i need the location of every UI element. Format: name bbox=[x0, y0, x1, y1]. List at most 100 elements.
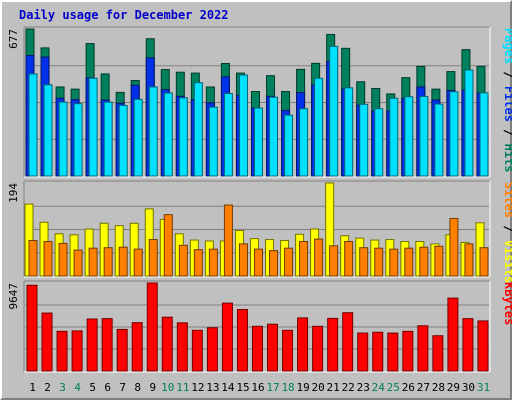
bar-sites-day-7 bbox=[118, 246, 128, 277]
bar-kbytes-day-2 bbox=[41, 312, 53, 372]
bar-sites-day-22 bbox=[344, 240, 354, 277]
bar-pages-day-26 bbox=[404, 96, 414, 177]
bar-kbytes-day-25 bbox=[387, 332, 399, 372]
bar-pages-day-2 bbox=[43, 84, 53, 177]
bar-sites-day-15 bbox=[238, 243, 248, 277]
bar-kbytes-day-5 bbox=[86, 318, 98, 372]
bar-pages-day-14 bbox=[223, 92, 233, 177]
bar-pages-day-11 bbox=[178, 97, 188, 177]
day-label-24: 24 bbox=[372, 381, 386, 394]
bar-kbytes-day-28 bbox=[432, 335, 444, 372]
chart-panels: 677 Pages / Files / Hits 194 Sites / Visits… bbox=[7, 26, 512, 373]
day-label-3: 3 bbox=[59, 381, 66, 394]
day-label-29: 29 bbox=[447, 381, 460, 394]
bar-kbytes-day-7 bbox=[116, 328, 128, 372]
side-legend-part: Visits bbox=[502, 240, 512, 283]
bar-sites-day-2 bbox=[43, 240, 53, 277]
bar-pages-day-13 bbox=[208, 106, 218, 177]
bar-pages-day-17 bbox=[269, 96, 279, 177]
bar-sites-day-6 bbox=[103, 247, 113, 277]
day-label-30: 30 bbox=[462, 381, 475, 394]
day-label-4: 4 bbox=[74, 381, 81, 394]
bar-pages-day-16 bbox=[253, 107, 263, 177]
bar-sites-day-12 bbox=[193, 249, 203, 277]
bar-pages-day-31 bbox=[479, 92, 489, 177]
bar-pages-day-21 bbox=[329, 45, 339, 177]
bar-sites-day-23 bbox=[359, 247, 369, 277]
bar-kbytes-day-17 bbox=[267, 323, 279, 372]
day-label-31: 31 bbox=[477, 381, 490, 394]
bar-sites-day-16 bbox=[253, 248, 263, 277]
side-legend-part: Files bbox=[502, 86, 512, 122]
side-legend-part: KBytes bbox=[502, 282, 512, 325]
day-label-12: 12 bbox=[191, 381, 204, 394]
bar-sites-day-14 bbox=[223, 204, 233, 277]
bar-pages-day-5 bbox=[88, 77, 98, 177]
bar-pages-day-20 bbox=[314, 77, 324, 177]
bar-sites-day-31 bbox=[479, 247, 489, 277]
bar-kbytes-day-1 bbox=[26, 284, 38, 372]
day-label-22: 22 bbox=[342, 381, 355, 394]
chart-title: Daily usage for December 2022 bbox=[19, 8, 229, 22]
max-label-top: 677 bbox=[7, 29, 20, 49]
bar-sites-day-18 bbox=[284, 247, 294, 277]
side-legend-part: / bbox=[502, 64, 512, 86]
side-legend-part: Sites bbox=[502, 182, 512, 218]
day-label-20: 20 bbox=[312, 381, 325, 394]
bar-sites-day-29 bbox=[449, 217, 459, 277]
bar-kbytes-day-24 bbox=[372, 331, 384, 372]
bar-sites-day-11 bbox=[178, 244, 188, 277]
bar-pages-day-1 bbox=[28, 73, 38, 177]
bar-kbytes-day-29 bbox=[447, 297, 459, 372]
bar-sites-day-21 bbox=[329, 245, 339, 277]
panel-middle: 194 Sites / Visits bbox=[7, 180, 512, 283]
bar-sites-day-28 bbox=[434, 245, 444, 277]
bar-pages-day-23 bbox=[359, 103, 369, 177]
side-legend-part: / bbox=[502, 122, 512, 144]
bar-kbytes-day-30 bbox=[462, 318, 474, 372]
day-axis-labels: 1 2 3 4 5 6 7 8 9 10 11 12 13 14 15 16 17 18 19 20 21 22 23 24 2… bbox=[29, 381, 490, 394]
bar-pages-day-25 bbox=[389, 97, 399, 177]
bar-kbytes-day-9 bbox=[146, 282, 158, 372]
side-legend-middle: Sites / Visits bbox=[502, 182, 512, 283]
bar-sites-day-24 bbox=[374, 247, 384, 277]
day-label-23: 23 bbox=[357, 381, 370, 394]
day-label-25: 25 bbox=[387, 381, 400, 394]
day-label-11: 11 bbox=[176, 381, 189, 394]
bar-pages-day-22 bbox=[344, 87, 354, 177]
bar-sites-day-1 bbox=[28, 240, 38, 277]
day-label-21: 21 bbox=[327, 381, 340, 394]
max-label-bottom: 9647 bbox=[7, 283, 20, 310]
bar-sites-day-17 bbox=[269, 250, 279, 277]
bar-pages-day-24 bbox=[374, 108, 384, 177]
side-legend-part: / bbox=[502, 218, 512, 240]
side-legend-top: Pages / Files / Hits bbox=[502, 28, 512, 173]
bar-kbytes-day-4 bbox=[71, 330, 83, 372]
bar-sites-day-10 bbox=[163, 214, 173, 277]
bar-sites-day-13 bbox=[208, 248, 218, 277]
panel-top: 677 Pages / Files / Hits bbox=[7, 26, 512, 178]
bar-pages-day-27 bbox=[419, 96, 429, 177]
bar-kbytes-day-31 bbox=[477, 320, 489, 372]
bar-sites-day-9 bbox=[148, 239, 158, 277]
bar-kbytes-day-8 bbox=[131, 322, 143, 372]
bar-kbytes-day-16 bbox=[251, 325, 263, 372]
bar-pages-day-4 bbox=[73, 103, 83, 177]
day-label-17: 17 bbox=[266, 381, 279, 394]
day-label-26: 26 bbox=[402, 381, 415, 394]
day-label-27: 27 bbox=[417, 381, 430, 394]
bar-pages-day-7 bbox=[118, 104, 128, 177]
day-label-19: 19 bbox=[296, 381, 309, 394]
bar-sites-day-3 bbox=[58, 242, 68, 277]
bar-pages-day-10 bbox=[163, 92, 173, 177]
bar-pages-day-6 bbox=[103, 101, 113, 177]
bar-sites-day-20 bbox=[314, 238, 324, 277]
day-label-1: 1 bbox=[29, 381, 36, 394]
bar-kbytes-day-10 bbox=[161, 316, 173, 372]
day-label-8: 8 bbox=[134, 381, 141, 394]
bar-kbytes-day-27 bbox=[417, 325, 429, 372]
bar-pages-day-9 bbox=[148, 86, 158, 177]
day-label-10: 10 bbox=[161, 381, 174, 394]
bar-sites-day-4 bbox=[73, 249, 83, 277]
